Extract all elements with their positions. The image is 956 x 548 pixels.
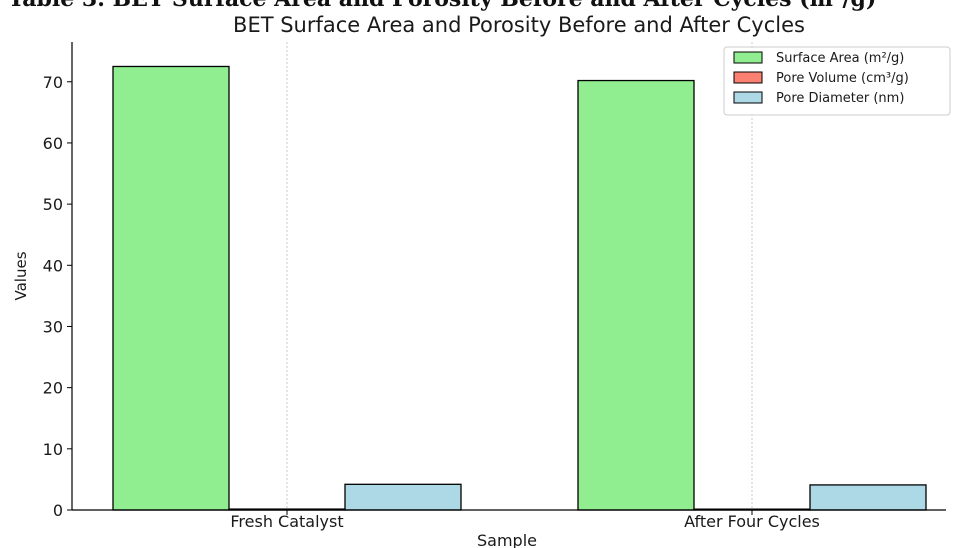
- y-tick-label-4: 40: [43, 256, 63, 275]
- y-tick-label-6: 60: [43, 134, 63, 153]
- chart-title: BET Surface Area and Porosity Before and…: [233, 13, 805, 37]
- legend-label-0: Surface Area (m²/g): [776, 51, 904, 66]
- y-ticks: 0 10 20 30 40 50 60 70: [43, 73, 72, 520]
- bar-0-0: [112, 65, 230, 511]
- legend-label-2: Pore Diameter (nm): [776, 91, 904, 106]
- y-axis-label: Values: [12, 251, 30, 300]
- y-tick-label-5: 50: [43, 195, 63, 214]
- x-tick-label-0: Fresh Catalyst: [230, 512, 343, 531]
- gridlines: [286, 42, 753, 510]
- legend-swatch-0: [733, 51, 763, 64]
- y-tick-label-3: 30: [43, 317, 63, 336]
- bar-2-1: [809, 484, 927, 511]
- bar-2-0: [344, 483, 462, 511]
- cropped-caption: Table 3. BET Surface Area and Porosity B…: [8, 0, 876, 12]
- x-axis-label: Sample: [477, 531, 537, 548]
- legend: Surface Area (m²/g) Pore Volume (cm³/g) Po…: [723, 46, 951, 116]
- legend-label-1: Pore Volume (cm³/g): [776, 71, 909, 86]
- y-tick-label-1: 10: [43, 440, 63, 459]
- legend-frame: [723, 46, 951, 116]
- y-tick-label-2: 20: [43, 379, 63, 398]
- bar-0-1: [577, 79, 695, 511]
- bars: [112, 65, 927, 511]
- x-tick-label-1: After Four Cycles: [684, 512, 820, 531]
- x-ticks: Fresh Catalyst After Four Cycles: [230, 510, 820, 531]
- legend-swatch-2: [733, 91, 763, 104]
- legend-swatch-1: [733, 71, 763, 84]
- y-tick-label-7: 70: [43, 73, 63, 92]
- y-tick-label-0: 0: [53, 501, 63, 520]
